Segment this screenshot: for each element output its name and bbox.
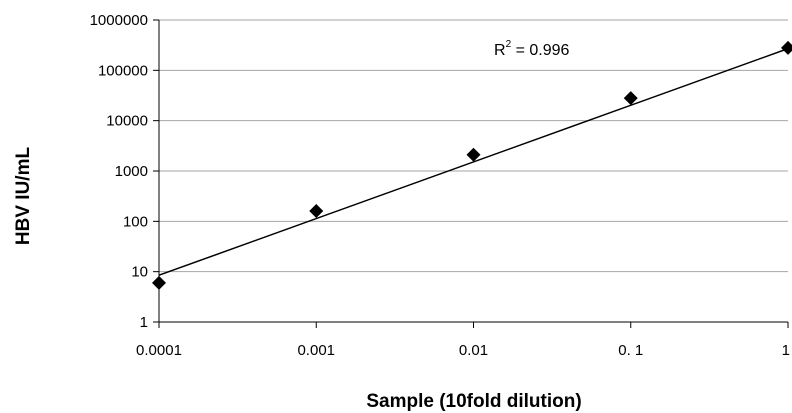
trendline — [158, 47, 789, 276]
x-tick-label: 0.01 — [459, 342, 488, 359]
y-tick-label: 100000 — [98, 62, 148, 79]
x-tick-labels: 0.0001 0.001 0.01 0. 1 1 — [136, 342, 790, 359]
data-point-marker — [623, 91, 638, 106]
y-tick-label: 1000000 — [90, 12, 148, 29]
y-tick-label: 1 — [140, 314, 148, 331]
gridlines — [159, 19, 788, 273]
trendline-group — [158, 47, 789, 276]
data-point-marker — [152, 275, 166, 290]
x-tick-label: 0. 1 — [618, 342, 643, 359]
data-point-marker — [309, 204, 324, 219]
axes — [153, 19, 789, 328]
data-points — [152, 40, 792, 290]
y-tick-label: 100 — [123, 213, 148, 230]
y-tick-label: 10 — [131, 264, 148, 281]
x-tick-label: 0.0001 — [136, 342, 182, 359]
y-tick-label: 10000 — [106, 113, 148, 130]
data-point-marker — [781, 40, 792, 55]
y-tick-labels: 1 10 100 1000 10000 100000 1000000 — [90, 12, 148, 331]
x-tick-label: 0.001 — [297, 342, 335, 359]
x-tick-label: 1 — [782, 342, 790, 359]
x-axis-title: Sample (10fold dilution) — [366, 391, 581, 412]
r-squared-superscript: 2 — [506, 39, 512, 50]
data-point-marker — [466, 147, 481, 162]
r-squared-value: = 0.996 — [511, 42, 569, 59]
y-tick-label: 1000 — [115, 163, 148, 180]
y-axis-title: HBV IU/mL — [13, 147, 34, 246]
r-squared-annotation: R2 = 0.996 — [494, 39, 570, 59]
r-squared-r: R — [494, 42, 506, 59]
